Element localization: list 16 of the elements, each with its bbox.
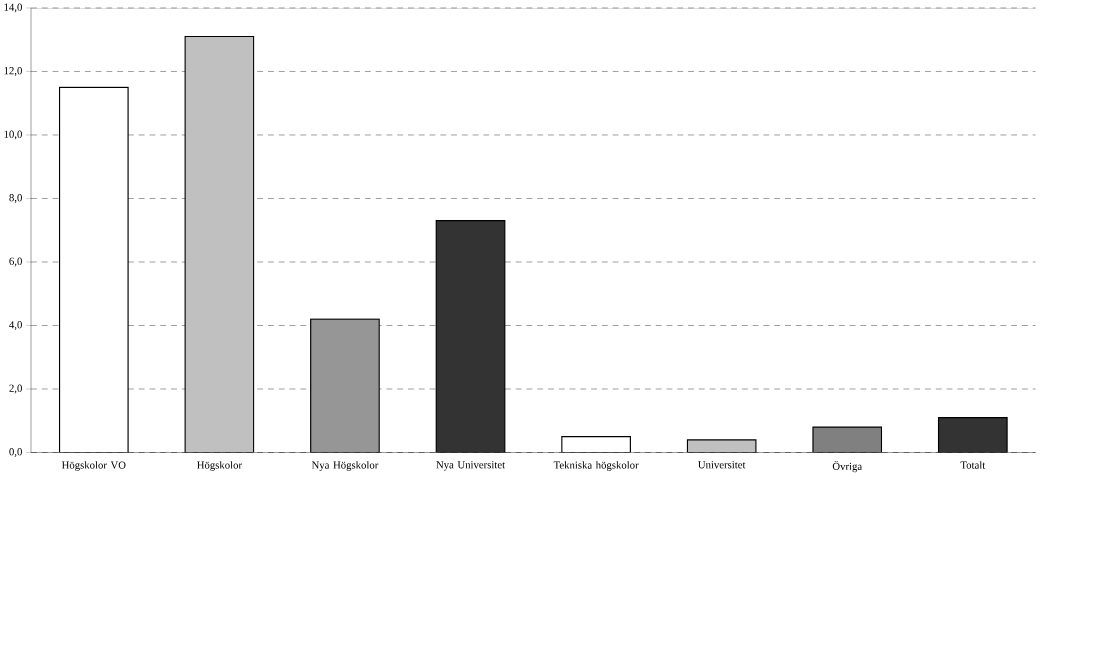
y-tick-label: 10,0 (4, 130, 22, 140)
x-tick-label: Totalt (960, 461, 986, 469)
y-tick-label: 2,0 (9, 384, 22, 394)
y-tick-label: 14,0 (4, 3, 22, 13)
x-tick-label: Universitet (698, 460, 746, 469)
x-tick-label: Övriga (832, 460, 862, 472)
y-tick-label: 6,0 (9, 257, 22, 267)
x-tick-label: Högskolor (197, 461, 242, 471)
y-tick-label: 4,0 (9, 320, 22, 330)
x-tick-label: Nya Universitet (436, 460, 506, 471)
x-tick-label: Högskolor VO (61, 461, 126, 471)
y-tick-label: 12,0 (4, 66, 22, 76)
y-tick-label: 8,0 (9, 193, 22, 203)
x-tick-label: Nya Högskolor (311, 461, 379, 471)
y-tick-label: 0,0 (9, 447, 22, 457)
x-tick-label: Tekniska högskolor (553, 461, 639, 471)
